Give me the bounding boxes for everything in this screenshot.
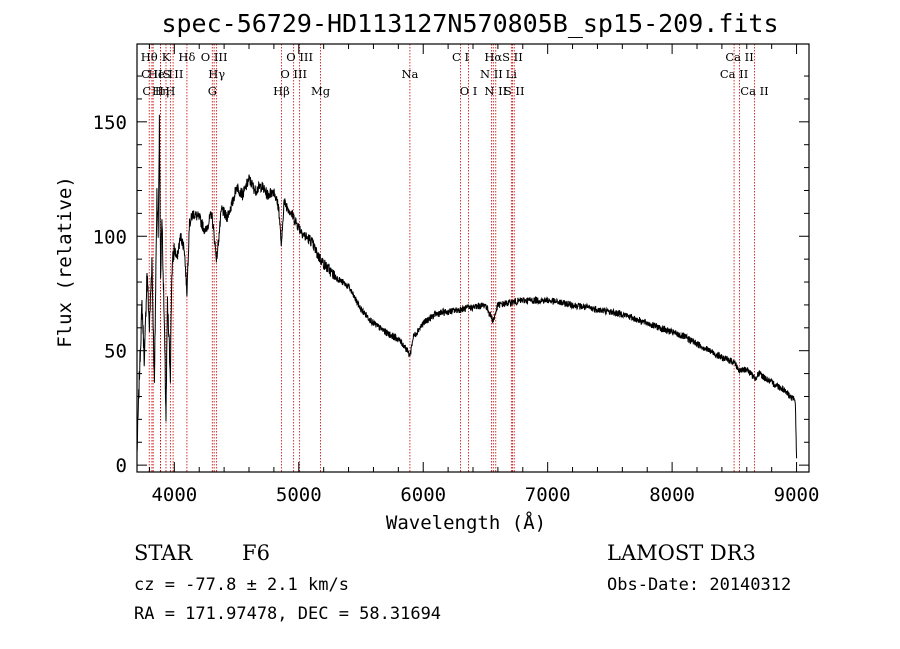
spectrum-line	[136, 114, 798, 459]
line-label: Na	[401, 67, 418, 81]
line-label: Hθ	[141, 50, 158, 64]
line-label: Mg	[311, 84, 331, 98]
x-tick-label: 8000	[649, 484, 695, 506]
x-tick-label: 5000	[276, 484, 322, 506]
x-tick-label: 4000	[151, 484, 197, 506]
line-label: He I	[148, 67, 173, 81]
survey-name: LAMOST DR3	[607, 541, 756, 565]
y-tick-label: 50	[104, 341, 127, 363]
line-label: Hβ	[273, 84, 290, 98]
line-label: H	[165, 84, 175, 98]
line-label: C II	[142, 84, 164, 98]
line-label: S II	[502, 50, 523, 64]
x-axis-label: Wavelength (Å)	[386, 511, 546, 534]
line-label: Ca II	[720, 67, 748, 81]
line-label: C I	[452, 50, 469, 64]
line-label: Ca II	[740, 84, 768, 98]
line-label: C II	[141, 67, 163, 81]
object-subclass: F6	[242, 541, 270, 565]
x-axis-ticks: 4000 5000 6000 7000 8000 9000	[148, 44, 820, 506]
line-label: S II	[163, 67, 184, 81]
coordinates: RA = 171.97478, DEC = 58.31694	[134, 604, 441, 624]
line-label: O III	[286, 50, 313, 64]
chart-title: spec-56729-HD113127N570805B_sp15-209.fit…	[161, 9, 778, 38]
redshift-velocity: cz = -77.8 ± 2.1 km/s	[134, 575, 349, 595]
line-label: Hη	[152, 84, 169, 98]
plot-frame	[136, 43, 810, 473]
line-label: Hα	[484, 50, 502, 64]
line-label: N II	[484, 84, 507, 98]
line-label: O III	[201, 50, 228, 64]
y-tick-label: 0	[116, 455, 127, 477]
y-tick-label: 150	[93, 112, 127, 134]
x-tick-label: 7000	[525, 484, 571, 506]
line-markers	[148, 44, 755, 472]
line-label: Li	[506, 67, 518, 81]
observation-date: Obs-Date: 20140312	[607, 575, 791, 595]
x-tick-label: 9000	[774, 484, 820, 506]
object-class: STAR	[134, 541, 193, 565]
y-axis-label: Flux (relative)	[54, 176, 76, 348]
line-label: Hγ	[208, 67, 225, 81]
line-label: S II	[504, 84, 525, 98]
y-tick-label: 100	[93, 226, 127, 248]
line-label: N II	[480, 67, 503, 81]
line-label: O III	[280, 67, 307, 81]
line-label: O I	[460, 84, 478, 98]
line-label: Ca II	[725, 50, 753, 64]
line-label: G	[208, 84, 217, 98]
y-axis-ticks: 0 50 100 150	[93, 75, 809, 477]
x-tick-label: 6000	[400, 484, 446, 506]
line-label: K	[162, 50, 171, 64]
line-label: Hδ	[178, 50, 195, 64]
